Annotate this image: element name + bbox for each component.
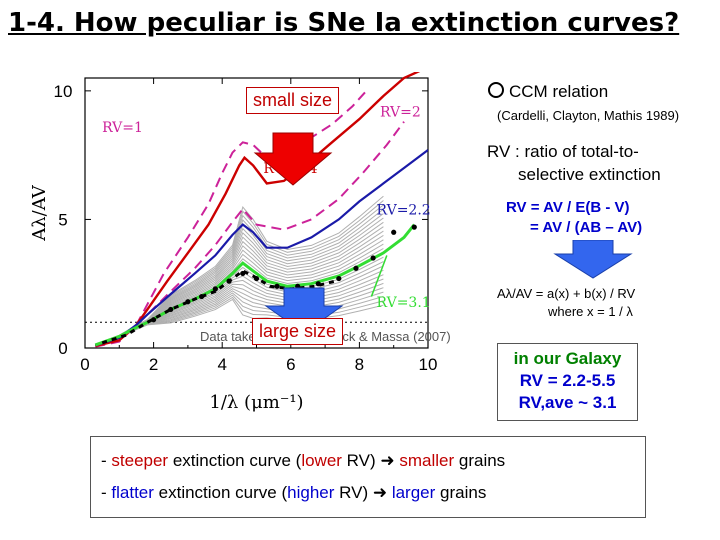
y-tick-label: 0: [58, 339, 67, 358]
sne-data-point: [411, 224, 417, 230]
rv-equation-line1: RV = AV / E(B - V): [506, 199, 630, 216]
summary-box: - steeper extinction curve (lower RV) ➜ …: [90, 436, 646, 518]
small-size-arrow-icon: [253, 132, 333, 186]
x-tick-label: 0: [80, 355, 89, 374]
x-tick-label: 4: [217, 355, 226, 374]
curve-rv-3-1: [94, 223, 416, 347]
ccm-equation-line2: where x = 1 / λ: [548, 304, 633, 319]
rv-text: RV: [341, 451, 370, 470]
sne-data-point: [274, 283, 280, 289]
ccm-equation-line1: Aλ/AV = a(x) + b(x) / RV: [497, 286, 636, 301]
lower-word: lower: [301, 451, 342, 470]
curve-label: RV=2: [380, 105, 421, 121]
flatter-word: flatter: [111, 483, 154, 502]
curve-label: RV=1: [102, 120, 143, 136]
x-tick-label: 10: [419, 355, 438, 374]
grains-text: grains: [454, 451, 506, 470]
sne-data-point: [151, 317, 157, 323]
rv-definition-line1: RV : ratio of total-to-: [487, 142, 639, 161]
galaxy-title: in our Galaxy: [513, 349, 622, 368]
text: extinction curve (: [168, 451, 302, 470]
curve-label: RV=3.1: [377, 295, 431, 311]
ccm-relation-text: CCM relation: [509, 82, 609, 101]
ccm-relation-heading: CCM relation: [488, 82, 608, 102]
small-size-label: small size: [246, 87, 340, 114]
galaxy-rv-box: in our Galaxy RV = 2.2-5.5 RV,ave ~ 3.1: [497, 343, 638, 421]
galaxy-rv-average: RV,ave ~ 3.1: [518, 393, 617, 412]
arrow-text: ) ➜: [362, 483, 392, 502]
y-axis-label: Aλ/AV: [30, 184, 50, 242]
curve-rv-1-4: [95, 72, 421, 348]
sample-curve: [95, 195, 384, 346]
steeper-word: steeper: [111, 451, 169, 470]
sne-data-point: [212, 286, 218, 292]
dash: -: [101, 451, 112, 470]
sne-data-point: [240, 270, 246, 277]
x-tick-label: 8: [355, 355, 364, 374]
slide-title: 1-4. How peculiar is SNe Ia extinction c…: [8, 8, 680, 38]
down-arrow-icon: [553, 240, 633, 279]
sne-data-point: [353, 265, 359, 271]
higher-word: higher: [287, 483, 335, 502]
ccm-citation: (Cardelli, Clayton, Mathis 1989): [497, 108, 680, 123]
curve-rv-1: [95, 90, 368, 348]
large-size-label: large size: [252, 318, 344, 345]
sne-data-point: [315, 281, 321, 287]
rv-text: RV: [334, 483, 363, 502]
sne-data-point: [226, 278, 232, 284]
y-tick-label: 5: [58, 210, 67, 229]
curve-label: RV=2.2: [377, 202, 431, 218]
x-tick-label: 6: [286, 355, 295, 374]
curve-rv-2-2: [94, 149, 428, 347]
sne-data-point: [185, 299, 191, 305]
y-tick-label: 10: [54, 82, 73, 101]
sne-data-point: [168, 306, 174, 313]
text: extinction curve (: [153, 483, 288, 502]
arrow-text: ) ➜: [370, 451, 400, 470]
sne-data-point: [336, 275, 342, 282]
sne-data-point: [253, 275, 260, 282]
rv31-pointer: [370, 255, 388, 297]
rv-definition-line2: selective extinction: [518, 165, 661, 184]
x-tick-label: 2: [149, 355, 158, 374]
x-axis-label: 1/λ (μm⁻¹): [209, 392, 303, 413]
grains-text: grains: [435, 483, 487, 502]
sne-data-point: [391, 229, 397, 235]
larger-word: larger: [391, 483, 436, 502]
sne-data-point: [199, 293, 205, 300]
sne-data-point: [370, 255, 376, 261]
dash: -: [101, 483, 112, 502]
smaller-word: smaller: [399, 451, 455, 470]
summary-line-flatter: - flatter extinction curve (higher RV) ➜…: [101, 483, 486, 503]
galaxy-rv-range: RV = 2.2-5.5: [519, 371, 616, 390]
rv-equation-line2: = AV / (AB – AV): [530, 219, 643, 236]
circle-bullet-icon: [488, 82, 504, 98]
summary-line-steeper: - steeper extinction curve (lower RV) ➜ …: [101, 451, 505, 471]
